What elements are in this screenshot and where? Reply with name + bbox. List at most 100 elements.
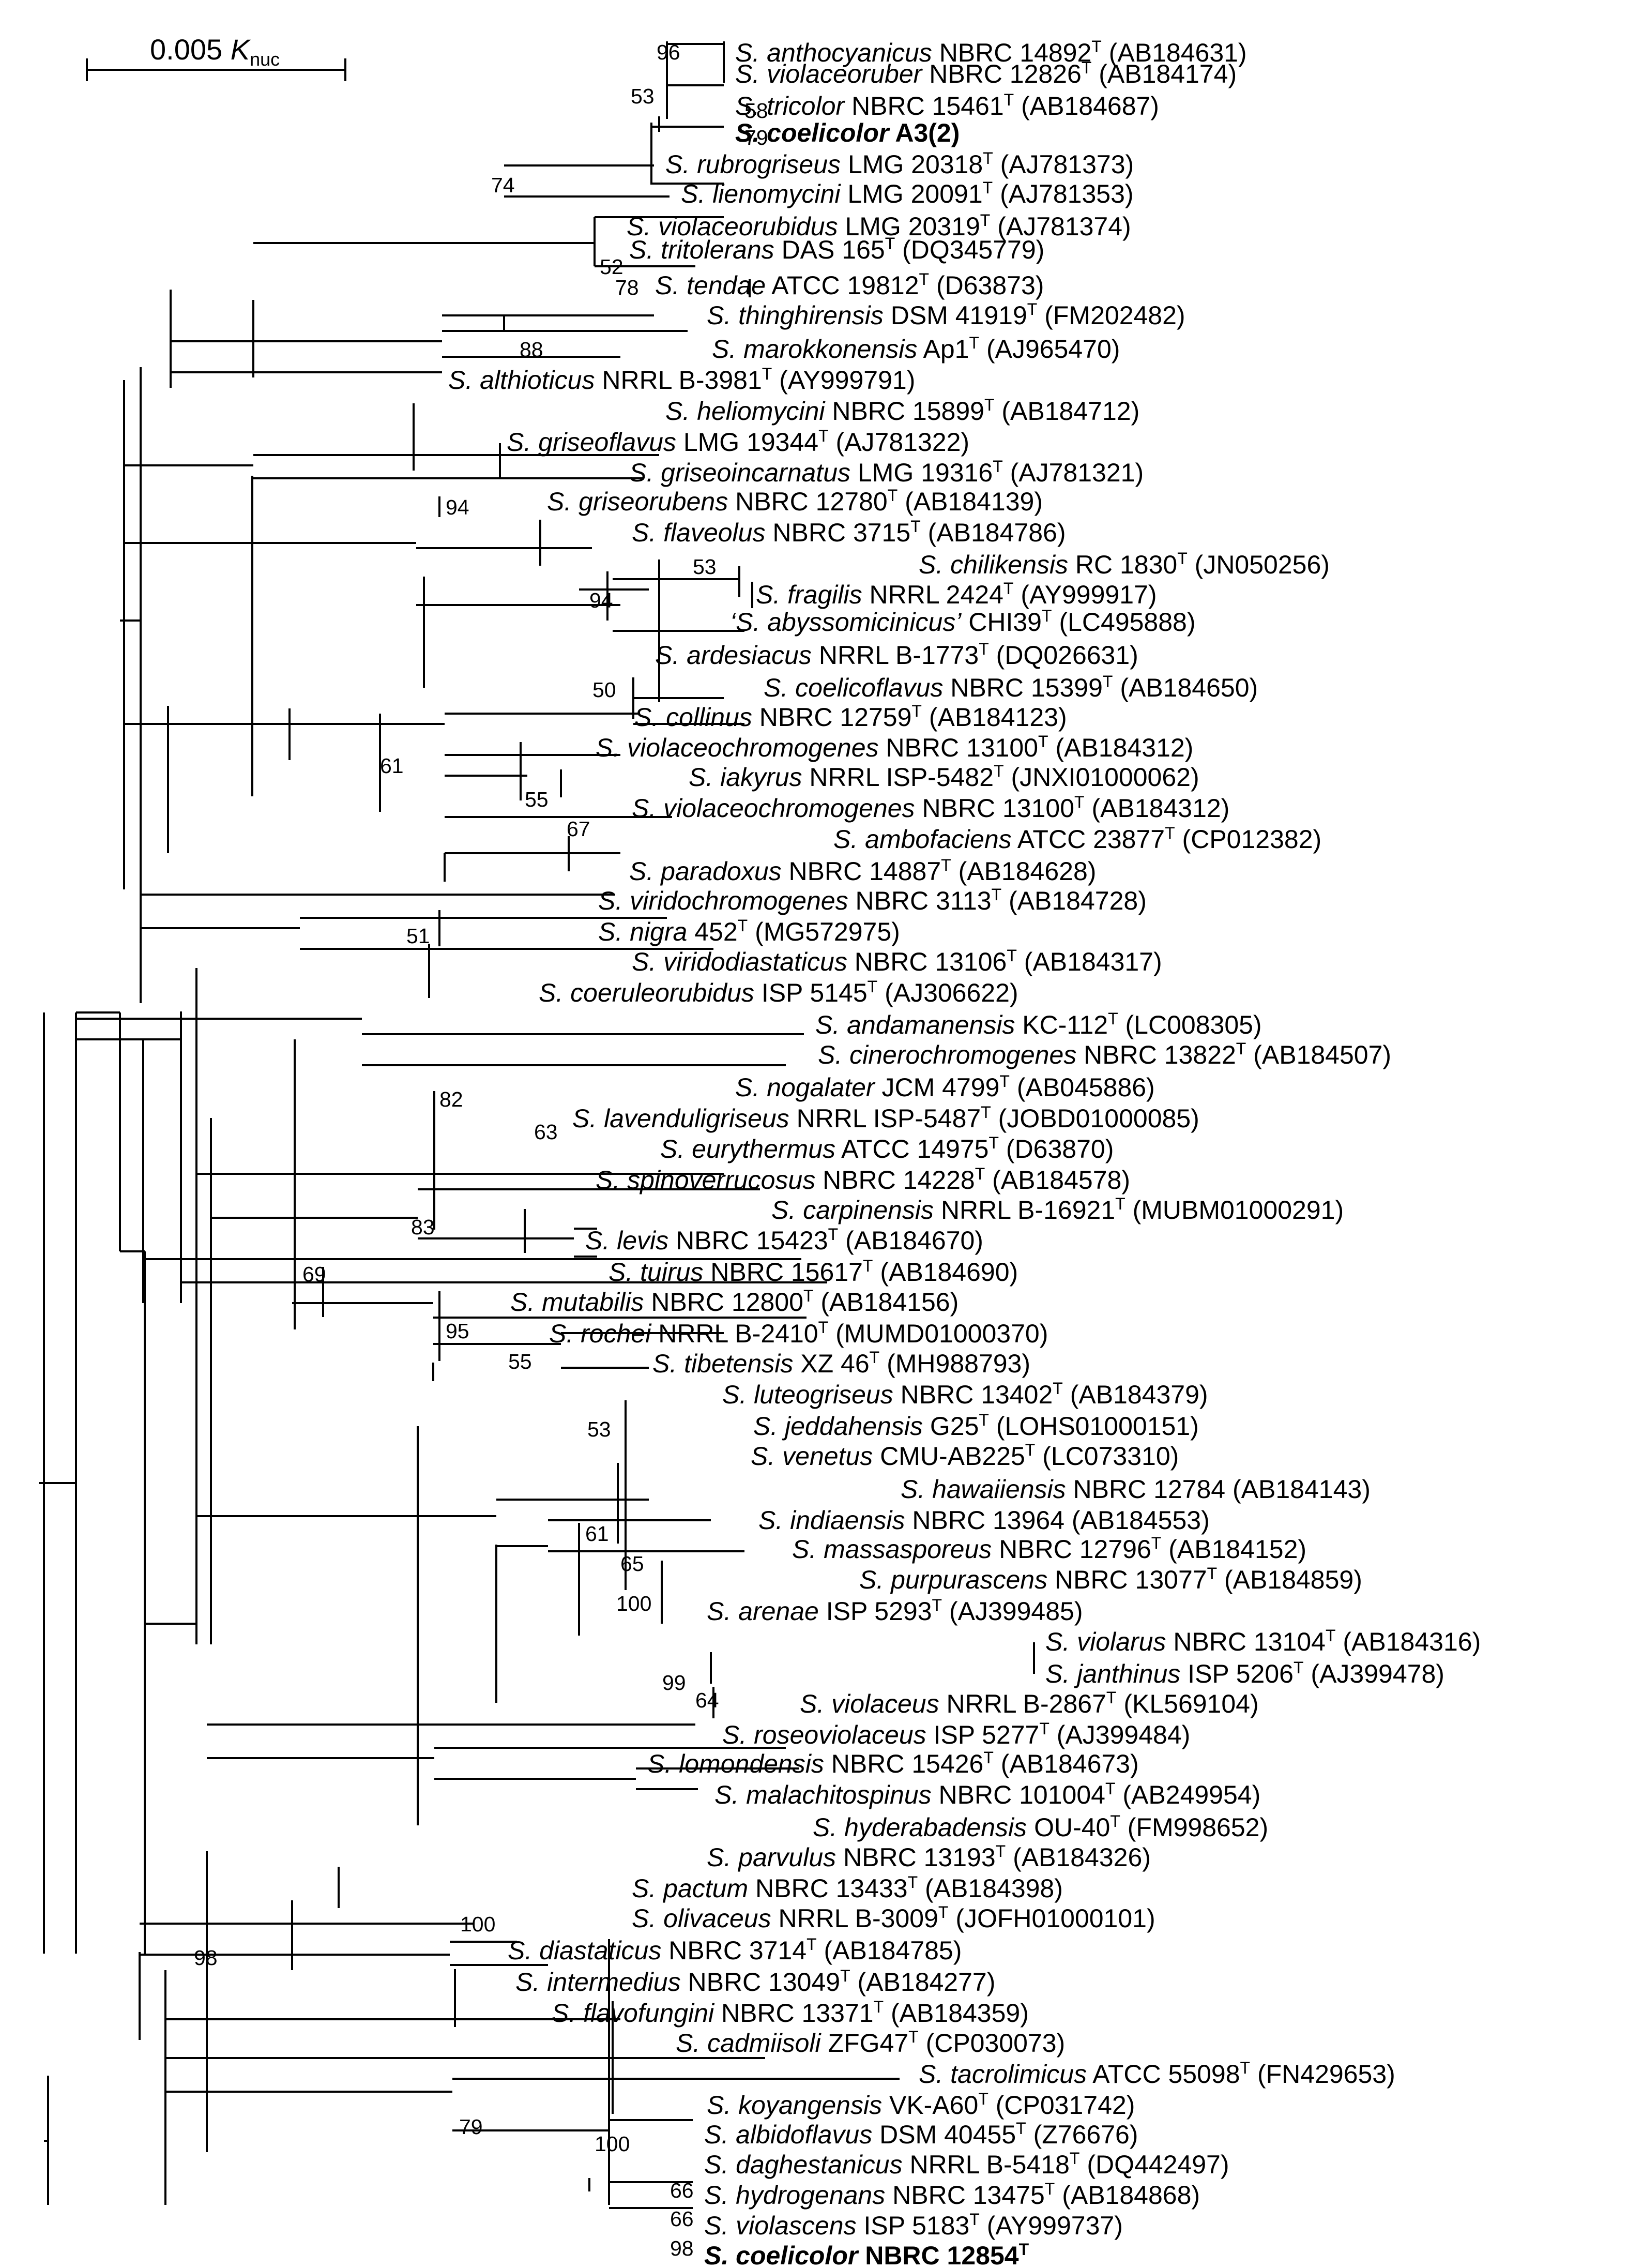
taxon-strain: NRRL B-3981 — [595, 366, 762, 395]
taxon-label: S. rubrogriseus LMG 20318T (AJ781373) — [665, 149, 1134, 179]
taxon-strain: A3(2) — [889, 118, 960, 147]
taxon-accession: (AB249954) — [1116, 1780, 1261, 1809]
taxon-label: S. hawaiiensis NBRC 12784 (AB184143) — [901, 1475, 1371, 1504]
taxon-name: S. lomondensis — [647, 1749, 824, 1778]
taxon-name: S. flavofungini — [552, 1999, 715, 2028]
bootstrap-value: 55 — [525, 788, 549, 811]
taxon-accession: (AB184316) — [1335, 1627, 1481, 1656]
taxon-strain: NBRC 13100 — [915, 794, 1075, 823]
taxon-strain: NRRL B-3009 — [771, 1904, 938, 1933]
type-strain-marker: T — [969, 334, 980, 352]
taxon-strain: NBRC 15617 — [703, 1258, 863, 1287]
taxon-accession: (AJ306622) — [877, 978, 1018, 1007]
taxon-label: S. viridochromogenes NBRC 3113T (AB18472… — [598, 885, 1147, 915]
scale-value: 0.005 — [150, 33, 222, 66]
type-strain-marker: T — [828, 1225, 839, 1244]
taxon-strain: NBRC 14892 — [932, 38, 1092, 67]
taxon-strain: DSM 40455 — [872, 2120, 1016, 2149]
bootstrap-value: 98 — [670, 2236, 694, 2260]
taxon-name: S. coelicolor — [704, 2241, 859, 2268]
taxon-name: S. violaceochromogenes — [632, 794, 915, 823]
taxon-accession: (D63873) — [929, 271, 1044, 300]
taxon-label: S. hyderabadensis OU-40T (FM998652) — [813, 1812, 1268, 1842]
type-strain-marker: T — [1165, 824, 1175, 842]
type-strain-marker: T — [908, 2028, 919, 2046]
bootstrap-value: 51 — [406, 924, 430, 948]
type-strain-marker: T — [988, 1133, 999, 1152]
taxon-label: S. indiaensis NBRC 13964 (AB184553) — [758, 1506, 1210, 1535]
taxon-label: ‘S. abyssomicinicus’ CHI39T (LC495888) — [730, 607, 1196, 637]
bootstrap-value: 94 — [589, 588, 613, 612]
taxon-label: S. tendae ATCC 19812T (D63873) — [655, 270, 1044, 300]
taxon-accession: (AB184690) — [873, 1258, 1018, 1287]
type-strain-marker: T — [1151, 1534, 1162, 1552]
taxon-label: S. tricolor NBRC 15461T (AB184687) — [735, 90, 1159, 120]
taxon-strain: NRRL B-2867 — [939, 1689, 1106, 1718]
bootstrap-values: 9653587974527888945394506155675182638369… — [194, 40, 768, 2260]
bootstrap-value: 79 — [459, 2115, 483, 2139]
taxon-strain: RC 1830 — [1068, 550, 1177, 579]
taxon-accession: (CP031742) — [988, 2091, 1135, 2120]
taxon-strain: NRRL B-1773 — [812, 641, 979, 670]
taxon-strain: ISP 5183 — [857, 2211, 970, 2240]
taxon-labels: S. anthocyanicus NBRC 14892T (AB184631)S… — [448, 37, 1481, 2268]
taxon-name: S. coelicoflavus — [764, 673, 943, 702]
taxon-accession: (AB184379) — [1063, 1380, 1208, 1409]
taxon-name: S. hyderabadensis — [813, 1813, 1027, 1842]
bootstrap-value: 52 — [600, 255, 623, 279]
taxon-label: S. nigra 452T (MG572975) — [598, 916, 900, 946]
taxon-label: S. luteogriseus NBRC 13402T (AB184379) — [722, 1379, 1208, 1409]
type-strain-marker: T — [1207, 1564, 1218, 1583]
taxon-accession: (AB184728) — [1001, 886, 1147, 915]
taxon-label: S. iakyrus NRRL ISP-5482T (JNXI01000062) — [689, 762, 1199, 792]
taxon-name: S. cadmiisoli — [676, 2029, 822, 2058]
type-strain-marker: T — [863, 1257, 873, 1275]
bootstrap-value: 82 — [439, 1087, 463, 1111]
taxon-name: S. althioticus — [448, 366, 595, 395]
type-strain-marker: T — [979, 640, 989, 658]
taxon-strain: NBRC 13104 — [1166, 1627, 1326, 1656]
taxon-strain: NRRL ISP-5482 — [802, 763, 994, 792]
taxon-label: S. griseorubens NBRC 12780T (AB184139) — [547, 486, 1043, 516]
taxon-strain: NBRC 13106 — [847, 947, 1007, 976]
taxon-label: S. coelicolor A3(2) — [735, 118, 960, 147]
taxon-strain: NBRC 13193 — [836, 1843, 996, 1872]
taxon-label: S. coelicoflavus NBRC 15399T (AB184650) — [764, 672, 1258, 702]
taxon-accession: (JOFH01000101) — [948, 1904, 1155, 1933]
taxon-accession: (AB184785) — [817, 1936, 962, 1965]
taxon-strain: LMG 20318 — [841, 150, 983, 179]
taxon-accession: (AB184312) — [1085, 794, 1230, 823]
taxon-name: S. tibetensis — [652, 1349, 793, 1378]
taxon-label: S. violaceochromogenes NBRC 13100T (AB18… — [596, 732, 1193, 762]
taxon-name: S. tacrolimicus — [919, 2060, 1087, 2089]
taxon-accession: (AB184507) — [1246, 1040, 1391, 1069]
bootstrap-value: 88 — [520, 338, 543, 361]
taxon-label: S. hydrogenans NBRC 13475T (AB184868) — [704, 2180, 1200, 2210]
bootstrap-value: 53 — [693, 555, 717, 579]
type-strain-marker: T — [868, 977, 878, 996]
type-strain-marker: T — [1025, 1441, 1036, 1459]
taxon-strain: ISP 5206 — [1180, 1659, 1294, 1688]
taxon-accession: (LOHS01000151) — [989, 1412, 1199, 1441]
type-strain-marker: T — [978, 2090, 988, 2108]
taxon-accession: (AJ781373) — [993, 150, 1134, 179]
taxon-accession: (FM202482) — [1037, 301, 1185, 330]
taxon-accession: (AJ781374) — [990, 212, 1131, 241]
bootstrap-value: 65 — [620, 1552, 644, 1576]
taxon-strain: NBRC 12759 — [752, 703, 912, 732]
taxon-strain: VK-A60 — [882, 2091, 978, 2120]
taxon-strain: ATCC 19812 — [766, 271, 919, 300]
taxon-accession: (AB184277) — [850, 1968, 996, 1997]
taxon-label: S. diastaticus NBRC 3714T (AB184785) — [508, 1935, 962, 1965]
taxon-strain: NBRC 13371 — [714, 1999, 874, 2028]
taxon-name: S. levis — [585, 1226, 668, 1255]
taxon-label: S. massasporeus NBRC 12796T (AB184152) — [792, 1534, 1306, 1564]
type-strain-marker: T — [908, 1873, 918, 1892]
taxon-label: S. carpinensis NRRL B-16921T (MUBM010002… — [771, 1195, 1344, 1224]
taxon-strain: NBRC 13049 — [681, 1968, 841, 1997]
taxon-name: S. violaceus — [800, 1689, 939, 1718]
taxon-label: S. lienomycini LMG 20091T (AJ781353) — [681, 178, 1134, 208]
type-strain-marker: T — [1240, 2059, 1251, 2077]
type-strain-marker: T — [1042, 607, 1052, 625]
taxon-name: S. heliomycini — [665, 397, 826, 426]
